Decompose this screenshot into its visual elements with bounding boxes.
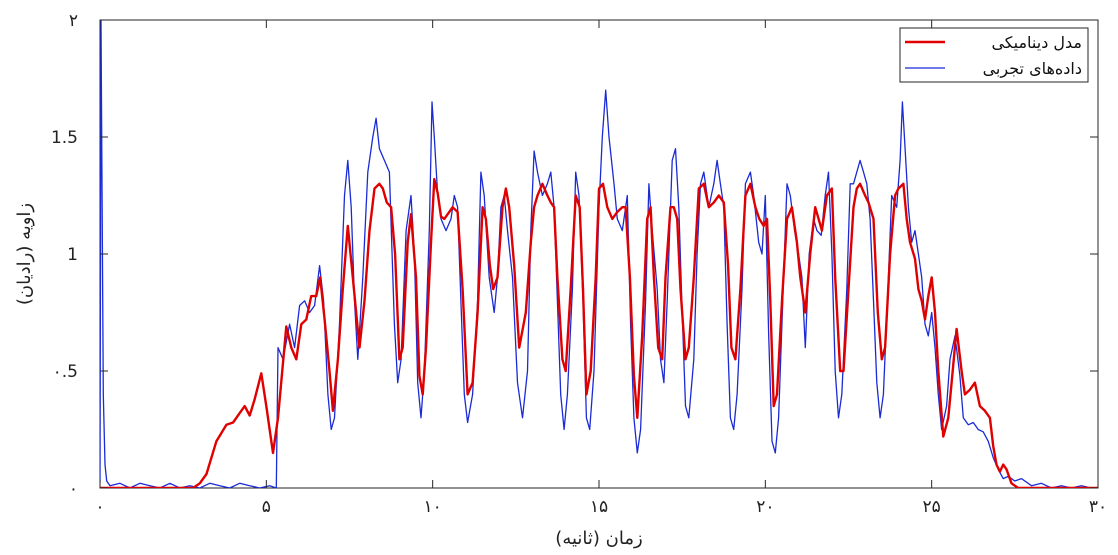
- y-tick-label: ۲: [69, 11, 78, 31]
- legend: مدل دینامیکی داده‌های تجربی: [899, 27, 1089, 83]
- x-tick-label: ۰: [95, 497, 104, 517]
- ticks-layer: ۰ ۵ ۱۰ ۱۵ ۲۰ ۲۵ ۳۰ ۰ ۰.5 1 1.5 ۲: [51, 11, 1107, 517]
- legend-label-dynamic-model: مدل دینامیکی: [991, 33, 1082, 52]
- y-tick-label: 1: [67, 245, 78, 265]
- x-tick-label: ۵: [262, 497, 271, 517]
- y-tick-label: 1.5: [51, 128, 78, 148]
- legend-box: [899, 27, 1089, 83]
- series-layer: [100, 20, 1098, 488]
- legend-label-experimental-data: داده‌های تجربی: [983, 59, 1082, 79]
- x-axis-title: زمان (ثانیه): [555, 528, 642, 549]
- x-tick-label: ۱۵: [590, 497, 608, 517]
- x-tick-label: ۳۰: [1089, 497, 1107, 517]
- x-tick-label: ۲۰: [756, 497, 774, 517]
- series-line-dynamic-model: [100, 177, 1098, 488]
- x-tick-label: ۲۵: [923, 497, 941, 517]
- y-tick-label: ۰: [69, 479, 78, 499]
- y-tick-label: ۰.5: [53, 362, 78, 382]
- y-axis-title: زاویه (رادیان): [14, 203, 35, 305]
- x-tick-label: ۱۰: [424, 497, 442, 517]
